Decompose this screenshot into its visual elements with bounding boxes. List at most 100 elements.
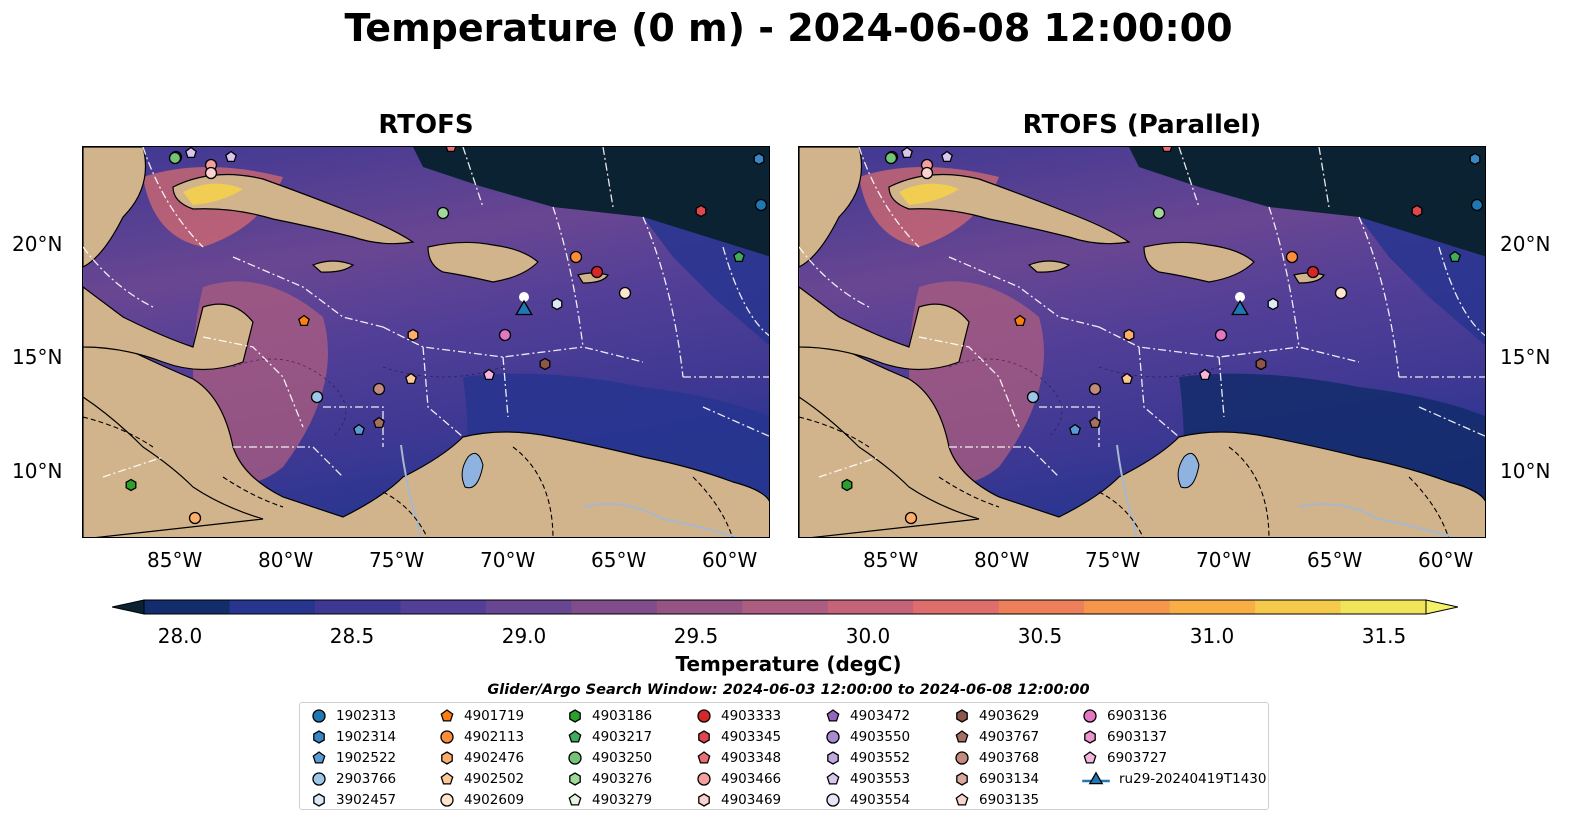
legend-label: 4903276 bbox=[592, 770, 653, 787]
float-marker bbox=[1069, 423, 1081, 436]
panel-title-rtofs-parallel: RTOFS (Parallel) bbox=[1022, 110, 1262, 140]
legend-label: 6903134 bbox=[979, 770, 1040, 787]
colorbar-segment bbox=[1340, 600, 1427, 614]
legend-label: 3902457 bbox=[336, 791, 397, 808]
legend-marker-circle bbox=[1083, 708, 1097, 723]
float-marker bbox=[1411, 204, 1423, 218]
legend-marker-hexagon bbox=[827, 750, 839, 765]
float-marker bbox=[1285, 250, 1299, 264]
float-marker bbox=[753, 152, 765, 166]
lat-tick-20n-left: 20°N bbox=[12, 232, 63, 256]
legend-marker-circle bbox=[312, 708, 326, 723]
colorbar-label: Temperature (degC) bbox=[675, 652, 902, 676]
float-marker bbox=[225, 150, 237, 163]
float-marker bbox=[1014, 314, 1026, 327]
legend-label: 4903466 bbox=[721, 770, 782, 787]
float-marker bbox=[188, 511, 202, 525]
float-marker bbox=[1214, 328, 1228, 342]
float-marker bbox=[310, 390, 324, 404]
legend-entry: 3902457 bbox=[310, 789, 396, 810]
float-marker bbox=[1306, 265, 1320, 279]
colorbar-segment bbox=[742, 600, 829, 614]
legend-label: 4903554 bbox=[850, 791, 911, 808]
legend-entry: 4903550 bbox=[824, 726, 910, 747]
legend-marker-hexagon bbox=[698, 729, 710, 744]
float-marker bbox=[204, 166, 218, 180]
legend-marker-pentagon bbox=[568, 729, 582, 743]
legend-marker-pentagon bbox=[568, 792, 582, 806]
legend-label: 1902522 bbox=[336, 749, 397, 766]
float-marker bbox=[1088, 382, 1102, 396]
float-marker bbox=[754, 198, 768, 212]
colorbar bbox=[112, 599, 1458, 615]
float-marker bbox=[920, 166, 934, 180]
legend-entry: 4903345 bbox=[695, 726, 781, 747]
legend-label: 2903766 bbox=[336, 770, 397, 787]
float-marker bbox=[373, 416, 385, 429]
legend-label: 4902113 bbox=[464, 728, 525, 745]
float-marker bbox=[1161, 147, 1173, 153]
legend-entry: 4903554 bbox=[824, 789, 910, 810]
legend-label: 4902476 bbox=[464, 749, 525, 766]
legend-marker-triangle-line bbox=[1088, 770, 1104, 784]
lat-tick-10n-right: 10°N bbox=[1500, 459, 1551, 483]
legend-label: 4903333 bbox=[721, 707, 782, 724]
legend-entry: 4902502 bbox=[438, 768, 524, 789]
float-marker bbox=[901, 147, 913, 159]
legend-marker-hexagon bbox=[313, 729, 325, 744]
colorbar-extend-max bbox=[1425, 599, 1458, 615]
legend-marker-circle bbox=[568, 750, 582, 765]
lon-tick-right: 75°W bbox=[1085, 548, 1141, 572]
float-marker bbox=[298, 314, 310, 327]
legend-marker-hexagon bbox=[569, 708, 581, 723]
legend-label: 4903552 bbox=[850, 749, 911, 766]
float-marker bbox=[1121, 372, 1133, 385]
legend-label: 1902314 bbox=[336, 728, 397, 745]
legend-entry: 4902476 bbox=[438, 747, 524, 768]
legend-marker-hexagon bbox=[956, 708, 968, 723]
legend-marker-pentagon bbox=[826, 771, 840, 785]
colorbar-segment bbox=[229, 600, 316, 614]
legend-marker-circle bbox=[826, 792, 840, 807]
lat-tick-10n-left: 10°N bbox=[12, 459, 63, 483]
legend-label: 4903279 bbox=[592, 791, 653, 808]
legend-label: 4903217 bbox=[592, 728, 653, 745]
colorbar-extend-min bbox=[112, 599, 145, 615]
float-marker bbox=[436, 206, 450, 220]
float-marker bbox=[445, 147, 457, 153]
legend-marker-pentagon bbox=[955, 792, 969, 806]
legend-entry: 6903134 bbox=[953, 768, 1039, 789]
legend-label: 1902313 bbox=[336, 707, 397, 724]
float-marker bbox=[498, 328, 512, 342]
legend-label: 6903727 bbox=[1107, 749, 1168, 766]
colorbar-segment bbox=[827, 600, 914, 614]
map-panel-rtofs bbox=[82, 146, 770, 538]
float-marker bbox=[884, 151, 898, 165]
float-marker bbox=[407, 328, 419, 342]
legend-marker-hexagon bbox=[313, 792, 325, 807]
legend-entry: 4903767 bbox=[953, 726, 1039, 747]
colorbar-segment bbox=[1084, 600, 1171, 614]
lon-tick-left: 80°W bbox=[258, 548, 314, 572]
legend-entry: 4903629 bbox=[953, 705, 1039, 726]
map-canvas bbox=[83, 147, 769, 537]
legend-label: 4903469 bbox=[721, 791, 782, 808]
colorbar-segment bbox=[998, 600, 1085, 614]
panel-title-rtofs: RTOFS bbox=[378, 110, 474, 140]
colorbar-segment bbox=[144, 600, 231, 614]
colorbar-tick-label: 30.0 bbox=[845, 624, 891, 648]
colorbar-tick-label: 29.5 bbox=[673, 624, 719, 648]
lon-tick-left: 65°W bbox=[591, 548, 647, 572]
legend-marker-circle bbox=[697, 708, 711, 723]
float-marker bbox=[185, 147, 197, 159]
legend-entry: 4902609 bbox=[438, 789, 524, 810]
legend-marker-pentagon bbox=[312, 750, 326, 764]
float-marker bbox=[125, 478, 137, 492]
legend-entry: 4903466 bbox=[695, 768, 781, 789]
legend-entry: 4903768 bbox=[953, 747, 1039, 768]
legend-entry: 4903276 bbox=[566, 768, 652, 789]
legend-entry: ru29-20240419T1430 bbox=[1081, 768, 1266, 789]
colorbar-segment bbox=[485, 600, 572, 614]
lon-tick-left: 60°W bbox=[702, 548, 758, 572]
legend-entry: 6903136 bbox=[1081, 705, 1167, 726]
